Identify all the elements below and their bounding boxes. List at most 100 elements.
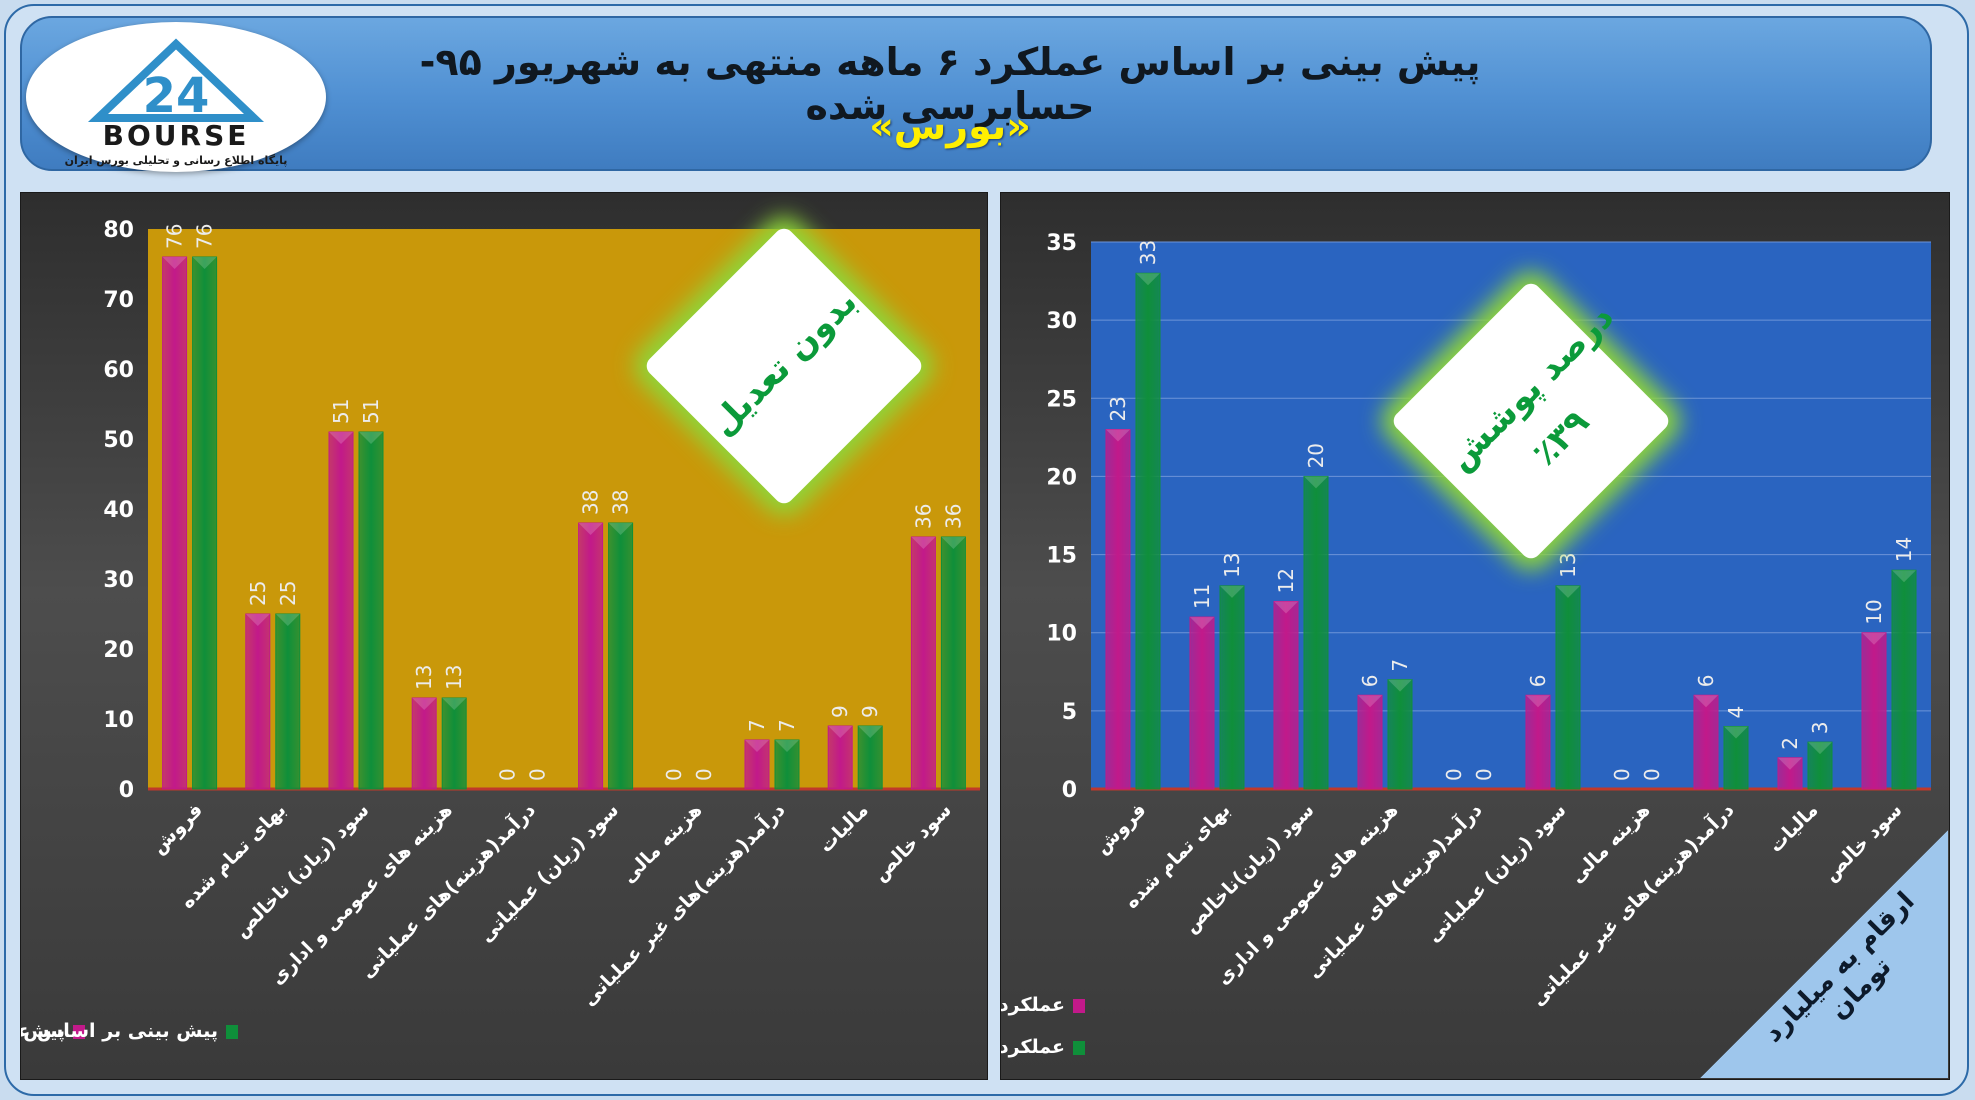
left-data-label: 36 [911, 504, 935, 529]
left-data-label: 9 [828, 705, 852, 718]
left-ytick-label: 80 [103, 218, 134, 243]
left-bar-cap [329, 432, 353, 444]
left-bar-b [441, 697, 467, 790]
left-bar-cap [911, 537, 936, 549]
page-title: پیش بینی بر اساس عملکرد ۶ ماهه منتهی به … [419, 40, 1481, 128]
left-legend-label: پیش بینی قبلی [21, 1020, 65, 1042]
right-ytick-label: 5 [1062, 700, 1077, 725]
right-bar-b [1807, 741, 1833, 790]
left-ytick-label: 70 [103, 288, 134, 313]
right-data-label: 7 [1388, 659, 1412, 672]
corner-triangle [1700, 830, 1948, 1078]
right-category-label: فروش [1091, 799, 1151, 859]
left-data-label: 0 [662, 768, 686, 781]
left-category-label: درآمد(هزینه)های عملیاتی [355, 797, 540, 982]
right-bar-b [1303, 475, 1329, 790]
right-bar-cap [1724, 726, 1748, 739]
right-legend-label: عملکرد منتهی به ۹۴/۰۶/۳۱ [1001, 994, 1065, 1016]
right-legend-swatch [1073, 1041, 1085, 1055]
left-ytick-label: 50 [103, 428, 134, 453]
left-bar-cap [359, 432, 383, 444]
header-banner [20, 16, 1932, 171]
left-legend-label: پیش بینی بر اساس عملکرد ۶ ماهه [21, 1020, 218, 1042]
left-bar-b [275, 613, 301, 790]
right-ytick-label: 20 [1046, 465, 1077, 490]
right-data-label: 0 [1472, 768, 1496, 781]
right-data-label: 12 [1274, 568, 1298, 593]
left-bar-a [162, 256, 188, 790]
right-bar-a [1693, 694, 1719, 790]
left-data-label: 76 [193, 224, 217, 249]
page-subtitle: «بورس» [869, 104, 1031, 148]
left-bar-a [910, 536, 936, 790]
left-bar-b [940, 536, 966, 790]
right-ytick-label: 30 [1046, 309, 1077, 334]
left-ytick-label: 10 [103, 708, 134, 733]
left-category-label: سود (زیان) ناخالص [230, 799, 373, 942]
left-category-label: سود (زیان) عملیاتی [475, 799, 623, 947]
left-ytick-label: 0 [119, 778, 134, 803]
left-data-label: 51 [359, 399, 383, 424]
right-data-label: 13 [1220, 552, 1244, 577]
left-bar-b [192, 256, 218, 790]
left-ytick-label: 30 [103, 568, 134, 593]
right-category-label: درآمد(هزینه)های عملیاتی [1301, 797, 1486, 982]
left-category-label: سود خالص [869, 799, 956, 886]
left-bar-cap [245, 614, 270, 626]
left-bar-cap [941, 537, 966, 549]
right-ytick-label: 15 [1046, 544, 1077, 569]
left-bar-cap [192, 257, 217, 269]
right-bar-cap [1304, 476, 1328, 489]
right-bar-a [1105, 429, 1131, 790]
right-data-label: 13 [1556, 552, 1580, 577]
right-legend-label: عملکرد منتهی به ۹۵/۰۶/۳۱ [1001, 1036, 1065, 1058]
left-bar-a [328, 431, 354, 790]
right-bar-cap [1694, 695, 1718, 708]
right-data-label: 4 [1724, 706, 1748, 719]
left-bar-cap [775, 740, 799, 752]
right-category-label: هزینه مالی [1566, 799, 1655, 888]
left-bar-a [411, 697, 437, 790]
right-bar-cap [1136, 273, 1160, 286]
left-bar-cap [442, 698, 467, 710]
logo-mark-icon: 24 [87, 38, 265, 124]
left-bar-cap [608, 523, 633, 535]
right-bar-cap [1274, 601, 1298, 614]
left-data-label: 0 [495, 768, 519, 781]
left-bar-b [774, 739, 800, 790]
unit-corner-ribbon: ارقام به میلیارد تومان [1700, 830, 1948, 1078]
left-data-label: 0 [692, 768, 716, 781]
right-data-label: 6 [1526, 674, 1550, 687]
right-data-label: 11 [1190, 584, 1214, 609]
left-bar-cap [412, 698, 437, 710]
right-bar-b [1891, 569, 1917, 790]
right-bar-cap [1892, 570, 1916, 583]
left-bar-a [578, 522, 604, 790]
right-data-label: 6 [1694, 674, 1718, 687]
left-data-label: 7 [775, 719, 799, 732]
right-data-label: 10 [1862, 599, 1886, 624]
left-data-label: 0 [525, 768, 549, 781]
logo-brand-text: BOURSE [102, 119, 250, 152]
left-ytick-label: 20 [103, 638, 134, 663]
right-bar-cap [1556, 585, 1580, 598]
brand-logo: 24 BOURSE پایگاه اطلاع رسانی و تحلیلی بو… [26, 22, 326, 172]
right-bar-cap [1358, 695, 1382, 708]
right-bar-b [1219, 585, 1245, 790]
chart-panel-left: 0 10 20 30 40 50 60 70 80 76 76 فروش 25 25 بهای تمام ش… [20, 192, 988, 1080]
right-bar-cap [1220, 585, 1244, 598]
right-data-label: 14 [1892, 537, 1916, 562]
left-ytick-label: 60 [103, 358, 134, 383]
left-legend-swatch [226, 1025, 238, 1039]
logo-number: 24 [143, 68, 210, 124]
right-bar-a [1357, 694, 1383, 790]
right-bar-b [1387, 679, 1413, 790]
left-category-label: فروش [148, 799, 208, 859]
left-data-label: 51 [329, 399, 353, 424]
left-bar-cap [745, 740, 769, 752]
left-data-label: 13 [442, 665, 466, 690]
left-data-label: 7 [745, 719, 769, 732]
left-bar-a [245, 613, 271, 790]
right-bar-b [1135, 272, 1161, 790]
